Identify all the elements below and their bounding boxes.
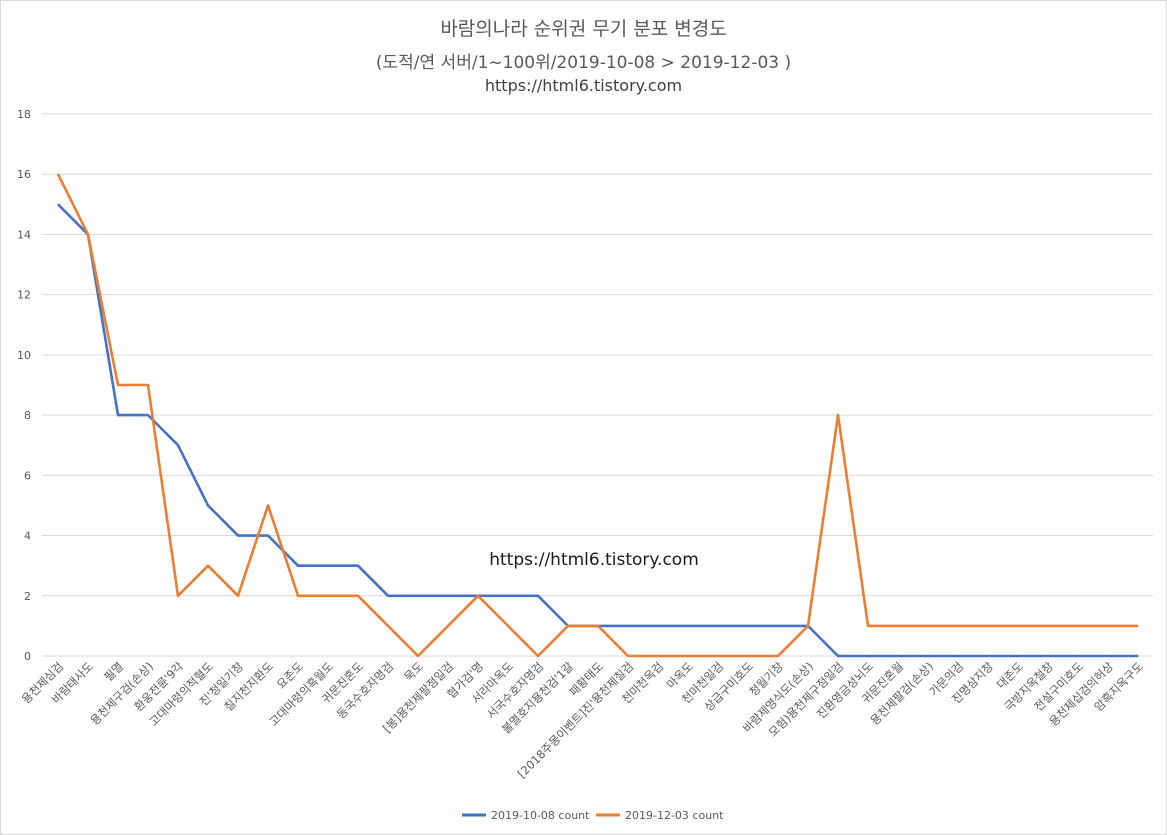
series-0-point: [57, 203, 59, 205]
series-0-point: [897, 655, 899, 657]
y-tick-label: 6: [24, 469, 31, 482]
legend-label-2019-10-08: 2019-10-08 count: [491, 809, 590, 822]
series-1-point: [1017, 625, 1019, 627]
series-0-point: [327, 565, 329, 567]
gridlines: [42, 113, 1153, 657]
y-axis-tick-labels: 0 2 4 6 8 10 12 14 16 18: [17, 108, 31, 663]
series-0-point: [927, 655, 929, 657]
series-1-point: [237, 595, 239, 597]
series-0-point: [267, 534, 269, 537]
series-1-point: [267, 504, 269, 507]
series-0-point: [867, 655, 869, 657]
series-1-point: [57, 173, 59, 175]
series-0-point: [417, 595, 419, 597]
series-0-point: [237, 534, 239, 537]
y-tick-label: 0: [24, 650, 31, 663]
series-1-point: [1047, 625, 1049, 627]
series-1-point: [177, 595, 179, 597]
watermark-text: https://html6.tistory.com: [489, 550, 699, 570]
series-0-point: [507, 595, 509, 597]
series-1-point: [87, 233, 89, 236]
series-1-point: [837, 414, 839, 416]
series-0-point: [1047, 655, 1049, 657]
series-1-point: [597, 625, 599, 627]
y-tick-label: 12: [17, 289, 31, 302]
series-0-point: [837, 655, 839, 657]
series-1-point: [357, 595, 359, 597]
series-0-point: [1077, 655, 1079, 657]
series-1-point: [537, 655, 539, 657]
series-0-point: [657, 625, 659, 627]
series-0-point: [987, 655, 989, 657]
series-1-point: [777, 655, 779, 657]
series-0-point: [627, 625, 629, 627]
series-1-point: [1137, 625, 1139, 627]
series-0-point: [1107, 655, 1109, 657]
chart-subtitle: (도적/연 서버/1~100위/2019-10-08 > 2019-12-03 …: [375, 53, 792, 73]
series-1-point: [417, 655, 419, 657]
series-0-point: [387, 595, 389, 597]
series-1-point: [957, 625, 959, 627]
series-0-point: [357, 565, 359, 567]
series-1-point: [297, 595, 299, 597]
chart-source-url: https://html6.tistory.com: [484, 76, 683, 95]
series-1-point: [447, 625, 449, 627]
legend-label-2019-12-03: 2019-12-03 count: [625, 809, 724, 822]
series-1-point: [567, 625, 569, 627]
series-0-point: [177, 444, 179, 446]
series-1-point: [897, 625, 899, 627]
series-1-point: [657, 655, 659, 657]
series-1-point: [627, 655, 629, 657]
series-0-point: [957, 655, 959, 657]
y-tick-label: 8: [24, 409, 31, 422]
y-tick-label: 10: [17, 349, 31, 362]
series-1-point: [867, 625, 869, 627]
series-0-point: [297, 565, 299, 567]
series-1-point: [987, 625, 989, 627]
series-0-point: [117, 414, 119, 416]
series-0-point: [1017, 655, 1019, 657]
series-0-point: [717, 625, 719, 627]
series-1-point: [747, 655, 749, 657]
series-0-point: [537, 595, 539, 597]
y-tick-label: 14: [17, 228, 31, 241]
y-tick-label: 18: [17, 108, 31, 121]
chart-title: 바람의나라 순위권 무기 분포 변경도: [440, 18, 727, 40]
series-1-point: [327, 595, 329, 597]
series-0-point: [147, 414, 149, 416]
series-0-point: [447, 595, 449, 597]
series-1-point: [477, 595, 479, 597]
x-tick-label: 묵도: [401, 659, 426, 684]
series-0-point: [777, 625, 779, 627]
series-0-point: [747, 625, 749, 627]
y-tick-label: 2: [24, 590, 31, 603]
series-1-point: [1107, 625, 1109, 627]
series-0-point: [687, 625, 689, 627]
series-1-point: [387, 625, 389, 627]
series-1-point: [147, 384, 149, 386]
legend: 2019-10-08 count 2019-12-03 count: [462, 809, 724, 822]
series-1-point: [117, 384, 119, 386]
series-0-point: [207, 504, 209, 507]
series-1-point: [207, 565, 209, 567]
series-0-point: [1137, 655, 1139, 657]
series-1-point: [927, 625, 929, 627]
series-1-point: [687, 655, 689, 657]
series-line-0: [57, 203, 1138, 658]
series-lines: [56, 173, 1139, 658]
x-tick-label: 필멸: [101, 659, 126, 684]
series-1-point: [507, 625, 509, 627]
y-tick-label: 4: [24, 530, 31, 543]
series-1-point: [807, 625, 809, 627]
series-1-point: [717, 655, 719, 657]
y-tick-label: 16: [17, 168, 31, 181]
series-1-point: [1077, 625, 1079, 627]
